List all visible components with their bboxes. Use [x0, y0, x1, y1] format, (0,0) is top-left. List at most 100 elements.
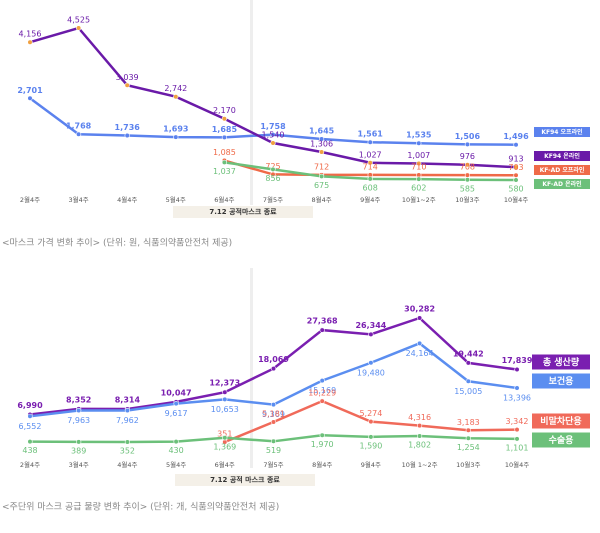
legend-box: [534, 179, 590, 189]
point: [270, 140, 276, 146]
value-label: 4,316: [408, 413, 431, 422]
x-tick-label: 10월1~2주: [402, 195, 436, 204]
point: [465, 435, 471, 441]
legend-label: 수술용: [549, 434, 574, 446]
value-label: 1,970: [311, 440, 334, 449]
value-label: 1,037: [213, 167, 236, 176]
value-label: 3,183: [457, 418, 480, 427]
point: [319, 432, 325, 438]
point: [221, 116, 227, 122]
x-tick-label: 3월4주: [69, 460, 89, 469]
point: [368, 419, 374, 425]
shade: [250, 0, 253, 205]
point: [27, 39, 33, 45]
x-tick-label: 3월4주: [68, 195, 88, 204]
point: [124, 132, 130, 139]
point: [222, 396, 228, 402]
point: [417, 315, 423, 321]
value-label: 1,685: [212, 125, 238, 134]
legend-label: 보건용: [549, 375, 574, 387]
value-label: 710: [411, 162, 426, 171]
point: [319, 327, 325, 333]
point: [270, 438, 277, 444]
x-tick-label: 9월4주: [361, 460, 381, 469]
legend-label: KF-AD 온라인: [542, 180, 582, 188]
value-label: 352: [120, 446, 135, 455]
point: [222, 435, 228, 441]
value-label: 1,101: [506, 443, 529, 452]
point: [173, 134, 179, 140]
value-label: 976: [460, 152, 475, 161]
value-label: 608: [363, 183, 378, 192]
point: [367, 139, 373, 145]
point: [270, 365, 277, 372]
point: [514, 385, 520, 391]
value-label: 1,254: [457, 443, 480, 452]
value-label: 12,373: [209, 379, 240, 388]
value-label: 856: [265, 174, 280, 183]
point: [513, 172, 519, 178]
value-label: 438: [22, 446, 37, 455]
legend-label: KF94 온라인: [544, 152, 580, 160]
value-label: 1,369: [213, 442, 236, 451]
point: [319, 398, 325, 404]
value-label: 2,701: [17, 86, 43, 95]
point: [464, 177, 471, 183]
value-label: 26,344: [355, 321, 386, 330]
caption: <마스크 가격 변화 추이> (단위: 원, 식품의약품안전처 제공): [2, 237, 232, 249]
value-label: 9,369: [262, 410, 285, 419]
point: [367, 160, 373, 166]
point: [513, 142, 519, 148]
x-tick-label: 4월4주: [117, 195, 137, 204]
point: [464, 162, 471, 168]
point: [222, 389, 228, 395]
point: [75, 131, 82, 137]
value-label: 3,342: [506, 417, 529, 426]
value-label: 1,758: [260, 122, 286, 131]
x-tick-label: 10월3주: [456, 460, 480, 469]
x-tick-label: 7월5주: [263, 195, 283, 204]
point: [514, 366, 520, 373]
point: [464, 141, 471, 147]
value-label: 24,164: [406, 349, 434, 358]
value-label: 5,274: [359, 409, 382, 418]
value-label: 1,007: [407, 151, 430, 160]
value-label: 1,802: [408, 440, 431, 449]
value-label: 17,839: [502, 356, 533, 365]
x-tick-label: 5월4주: [166, 460, 186, 469]
legend-box: [532, 373, 590, 389]
point: [514, 427, 520, 433]
value-label: 2,742: [164, 84, 187, 93]
annotation-box: [175, 474, 315, 486]
point: [416, 140, 422, 146]
value-label: 913: [508, 155, 523, 164]
value-label: 1,027: [359, 150, 382, 159]
x-tick-label: 6월4주: [215, 460, 235, 469]
point: [27, 413, 33, 419]
value-label: 8,352: [66, 395, 91, 404]
value-label: 1,736: [115, 123, 141, 132]
point: [270, 171, 276, 178]
point: [319, 173, 325, 179]
point: [173, 401, 179, 407]
value-label: 10,229: [308, 389, 336, 398]
value-label: 1,506: [455, 132, 481, 141]
legend-label: 비말차단용: [540, 415, 581, 427]
shade: [250, 268, 253, 468]
point: [417, 433, 423, 439]
point: [465, 427, 471, 433]
point: [367, 176, 373, 182]
point: [513, 164, 519, 170]
chart-panel: [0, 0, 600, 225]
point: [464, 172, 471, 178]
x-tick-label: 5월4주: [166, 195, 186, 204]
point: [319, 136, 325, 142]
point: [368, 434, 374, 440]
value-label: 18,069: [258, 355, 289, 364]
value-label: 10,047: [161, 388, 192, 397]
value-label: 19,480: [357, 368, 385, 377]
value-label: 1,561: [358, 130, 384, 139]
point: [416, 176, 422, 182]
point: [27, 95, 33, 101]
